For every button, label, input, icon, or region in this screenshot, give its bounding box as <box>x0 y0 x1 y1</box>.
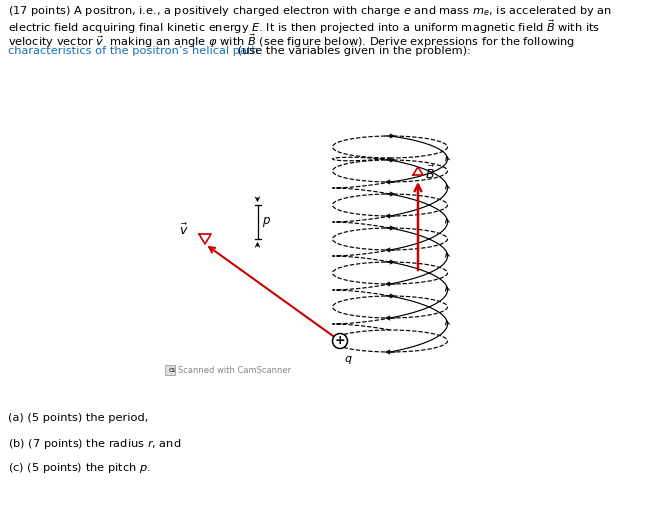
Text: CS: CS <box>169 368 175 373</box>
Text: velocity vector $\vec{v}$  making an angle $\varphi$ with $\vec{B}$ (see figure : velocity vector $\vec{v}$ making an angl… <box>8 32 575 50</box>
Text: $\vec{v}$: $\vec{v}$ <box>179 223 189 238</box>
Text: +: + <box>335 333 346 347</box>
Text: $p$: $p$ <box>263 215 271 229</box>
Text: $\vec{B}$: $\vec{B}$ <box>425 164 435 182</box>
Text: Scanned with CamScanner: Scanned with CamScanner <box>178 366 291 375</box>
Text: (b) (7 points) the radius $r$, and: (b) (7 points) the radius $r$, and <box>8 437 181 451</box>
Text: (use the variables given in the problem):: (use the variables given in the problem)… <box>234 46 471 56</box>
Text: (a) (5 points) the period,: (a) (5 points) the period, <box>8 413 148 423</box>
Text: (17 points) A positron, i.e., a positively charged electron with charge $e$ and : (17 points) A positron, i.e., a positive… <box>8 4 612 18</box>
Circle shape <box>333 333 348 349</box>
Text: electric field acquiring final kinetic energy $E$. It is then projected into a u: electric field acquiring final kinetic e… <box>8 18 600 36</box>
Text: characteristics of the positron’s helical path: characteristics of the positron’s helica… <box>8 46 259 56</box>
FancyBboxPatch shape <box>165 365 175 376</box>
Text: $q$: $q$ <box>344 354 353 366</box>
Text: (c) (5 points) the pitch $p$.: (c) (5 points) the pitch $p$. <box>8 461 151 475</box>
